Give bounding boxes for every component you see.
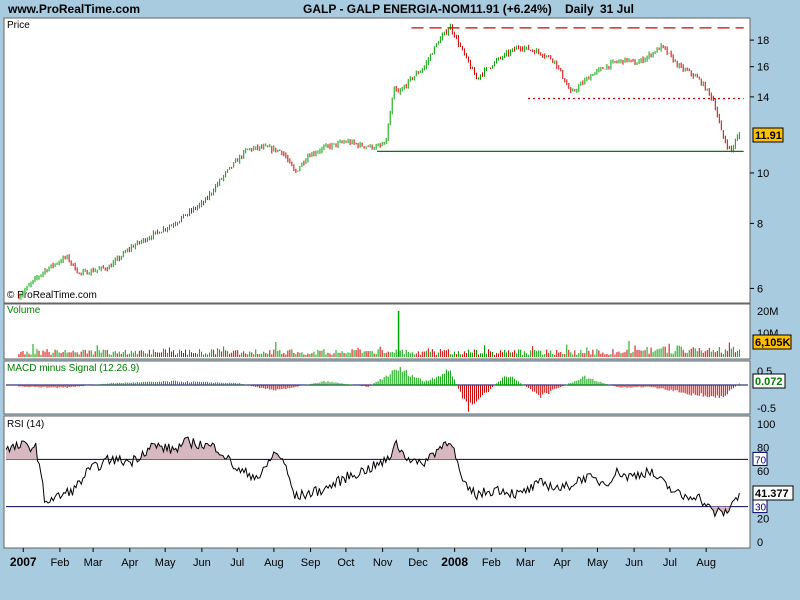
price-last-value: 11.91 <box>755 130 782 142</box>
x-tick-label: Aug <box>696 557 716 569</box>
volume-tick-label: 20M <box>757 306 778 318</box>
price-tick-label: 14 <box>757 92 769 104</box>
price-tick-label: 6 <box>757 283 763 295</box>
x-tick-label: Jul <box>663 557 677 569</box>
rsi-last-value: 41.377 <box>755 488 789 500</box>
rsi-tick-label: 60 <box>757 466 769 478</box>
rsi-tick-label: 0 <box>757 537 763 549</box>
volume-title: Volume <box>7 305 41 316</box>
rsi-level-badge <box>752 451 768 466</box>
rsi-series <box>5 436 748 518</box>
macd-title: MACD minus Signal (12.26.9) <box>7 363 139 374</box>
x-tick-label: Apr <box>554 557 571 569</box>
rsi-tick-label: 20 <box>757 513 769 525</box>
chart-header: www.ProRealTime.com GALP - GALP ENERGIA-… <box>0 0 800 18</box>
volume-panel <box>3 303 751 360</box>
price-tick-label: 18 <box>757 35 769 47</box>
symbol-title: GALP - GALP ENERGIA-NOM <box>303 2 470 16</box>
x-tick-label: 2007 <box>10 555 37 569</box>
rsi-level-label: 70 <box>755 455 767 466</box>
x-tick-label: May <box>155 557 176 569</box>
rsi-tick-label: 80 <box>757 443 769 455</box>
price-title: Price <box>7 20 30 31</box>
price-tick-label: 8 <box>757 218 763 230</box>
rsi-level-label: 30 <box>755 503 767 514</box>
price-last-badge <box>752 127 784 143</box>
x-tick-label: Sep <box>301 557 321 569</box>
x-axis: 2007 Feb Mar Apr May Jun Jul Aug Sep Oct Nov Dec 200… <box>10 548 716 569</box>
macd-last-value: 0.072 <box>755 376 783 388</box>
price-tick-label: 10 <box>757 168 769 180</box>
x-tick-label: Dec <box>408 557 428 569</box>
date-label: 31 Jul <box>600 2 635 16</box>
x-tick-label: Mar <box>84 557 103 569</box>
quote-value: 11.91 (+6.24%) <box>470 2 552 16</box>
volume-series <box>18 311 740 357</box>
macd-tick-label: -0.5 <box>757 403 776 415</box>
rsi-tick-label: 100 <box>757 419 775 431</box>
rsi-title: RSI (14) <box>7 419 44 430</box>
x-tick-label: Jul <box>230 557 244 569</box>
x-tick-label: May <box>587 557 608 569</box>
watermark: © ProRealTime.com <box>7 290 97 301</box>
x-tick-label: Feb <box>50 557 69 569</box>
rsi-last-badge <box>752 485 794 501</box>
price-tick-label: 16 <box>757 62 769 74</box>
macd-last-badge <box>752 373 786 389</box>
x-tick-label: Mar <box>516 557 535 569</box>
price-series <box>18 23 744 300</box>
price-panel <box>3 17 751 304</box>
x-tick-label: Jun <box>625 557 643 569</box>
x-tick-label: 2008 <box>441 555 468 569</box>
x-tick-label: Nov <box>373 557 393 569</box>
volume-last-value: 6,105K <box>755 337 791 349</box>
x-tick-label: Feb <box>482 557 501 569</box>
x-tick-label: Oct <box>337 557 354 569</box>
period-label: Daily <box>565 2 594 16</box>
rsi-panel <box>3 415 751 549</box>
x-tick-label: Jun <box>193 557 211 569</box>
macd-panel <box>3 360 751 415</box>
x-tick-label: Apr <box>121 557 138 569</box>
x-tick-label: Aug <box>264 557 284 569</box>
site-name[interactable]: www.ProRealTime.com <box>8 2 141 16</box>
macd-series <box>6 366 748 412</box>
rsi-line <box>5 436 740 518</box>
volume-last-badge <box>752 334 792 350</box>
